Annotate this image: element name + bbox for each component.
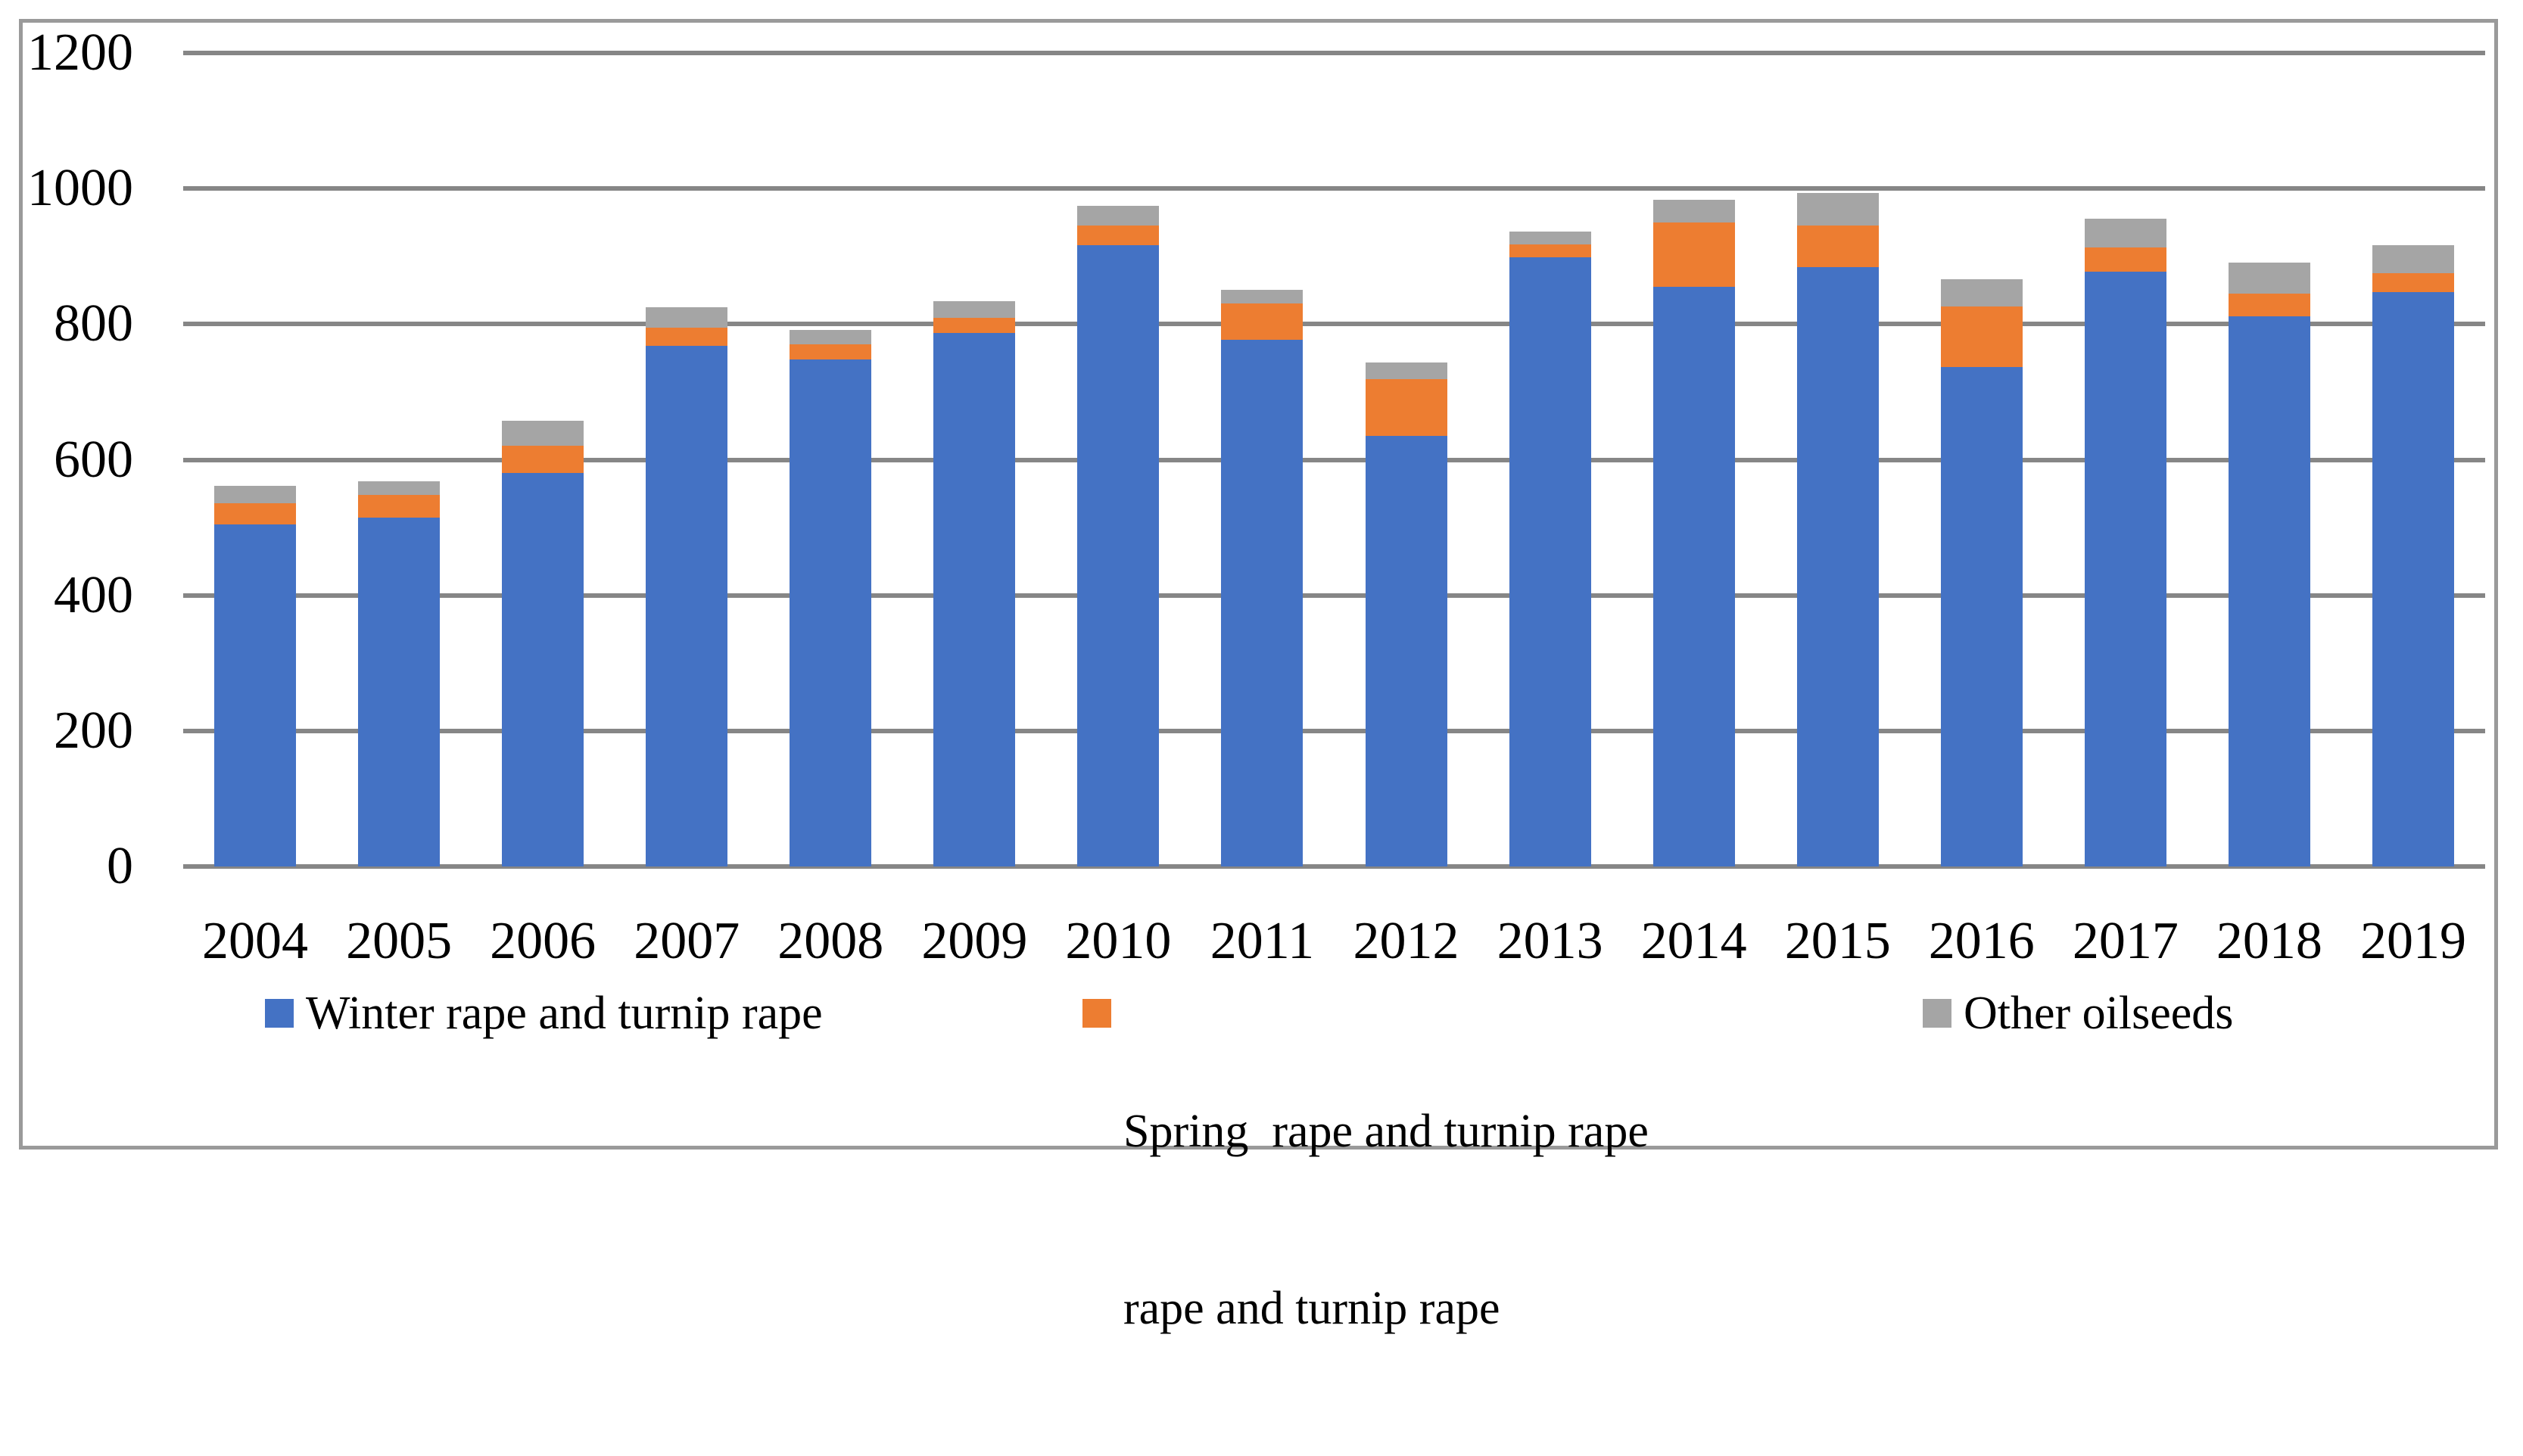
gridline-600	[183, 457, 2485, 462]
bar-segment-spring-rape-and-turnip-rape-2012	[1365, 378, 1447, 437]
bar-segment-winter-rape-and-turnip-rape-2006	[502, 473, 584, 866]
bar-segment-winter-rape-and-turnip-rape-2004	[214, 524, 297, 866]
bar-segment-other-oilseeds-2017	[2084, 219, 2166, 248]
x-tick-label: 2008	[777, 912, 884, 970]
x-tick-label: 2013	[1497, 912, 1603, 970]
x-tick-label: 2004	[202, 912, 309, 970]
bar-segment-winter-rape-and-turnip-rape-2011	[1221, 339, 1304, 866]
bar-segment-spring-rape-and-turnip-rape-2017	[2084, 247, 2166, 272]
bar-segment-winter-rape-and-turnip-rape-2012	[1365, 436, 1447, 866]
x-tick-label: 2007	[634, 912, 740, 970]
gridline-0	[183, 864, 2485, 869]
bar-segment-spring-rape-and-turnip-rape-2008	[790, 344, 872, 359]
bar-segment-winter-rape-and-turnip-rape-2007	[646, 346, 728, 866]
bar-segment-other-oilseeds-2019	[2372, 244, 2454, 274]
bar-segment-winter-rape-and-turnip-rape-2010	[1077, 244, 1160, 866]
gridline-400	[183, 593, 2485, 598]
legend-entry-winter: Winter rape and turnip rape	[265, 984, 823, 1043]
bar-segment-winter-rape-and-turnip-rape-2014	[1652, 287, 1735, 866]
bar-segment-winter-rape-and-turnip-rape-2005	[358, 517, 441, 866]
bar-segment-winter-rape-and-turnip-rape-2013	[1509, 257, 1591, 866]
gridline-200	[183, 728, 2485, 733]
y-tick-label: 0	[107, 837, 133, 895]
bar-segment-spring-rape-and-turnip-rape-2015	[1796, 225, 1879, 268]
y-tick-label: 600	[54, 430, 133, 489]
x-tick-label: 2005	[346, 912, 453, 970]
bar-segment-other-oilseeds-2016	[1940, 279, 2023, 307]
legend-label: Spring rape and turnip rape rape and tur…	[1123, 984, 1649, 1456]
x-tick-label: 2016	[1928, 912, 2035, 970]
y-tick-label: 200	[54, 701, 133, 760]
bar-segment-other-oilseeds-2014	[1652, 199, 1735, 222]
legend-marker	[1082, 999, 1111, 1028]
bar-segment-other-oilseeds-2010	[1077, 206, 1160, 226]
gridline-1000	[183, 186, 2485, 191]
bar-segment-other-oilseeds-2009	[933, 300, 1016, 319]
legend-entry-other: Other oilseeds	[1923, 984, 2233, 1043]
y-tick-label: 800	[54, 294, 133, 353]
legend-label: Other oilseeds	[1964, 988, 2234, 1039]
bar-segment-other-oilseeds-2008	[790, 329, 872, 345]
legend-marker	[265, 999, 294, 1028]
bar-segment-winter-rape-and-turnip-rape-2017	[2084, 272, 2166, 866]
legend-entry-spring: Spring rape and turnip rape rape and tur…	[1082, 984, 1649, 1456]
bar-segment-winter-rape-and-turnip-rape-2008	[790, 359, 872, 866]
bar-segment-other-oilseeds-2011	[1221, 289, 1304, 304]
bar-segment-other-oilseeds-2015	[1796, 192, 1879, 226]
bar-segment-other-oilseeds-2018	[2228, 262, 2310, 294]
legend-label-line-2: rape and turnip rape	[1123, 1283, 1500, 1334]
legend-marker	[1923, 999, 1951, 1028]
bar-segment-spring-rape-and-turnip-rape-2019	[2372, 273, 2454, 293]
bar-segment-other-oilseeds-2006	[502, 420, 584, 446]
bar-segment-spring-rape-and-turnip-rape-2013	[1509, 244, 1591, 257]
bar-segment-spring-rape-and-turnip-rape-2014	[1652, 222, 1735, 288]
bar-segment-winter-rape-and-turnip-rape-2015	[1796, 267, 1879, 866]
x-tick-label: 2011	[1210, 912, 1315, 970]
x-tick-label: 2015	[1784, 912, 1891, 970]
bar-segment-spring-rape-and-turnip-rape-2007	[646, 327, 728, 346]
bar-segment-winter-rape-and-turnip-rape-2018	[2228, 316, 2310, 866]
x-tick-label: 2009	[921, 912, 1028, 970]
bar-segment-spring-rape-and-turnip-rape-2009	[933, 318, 1016, 333]
bar-segment-other-oilseeds-2004	[214, 485, 297, 503]
gridline-1200	[183, 51, 2485, 55]
bar-segment-spring-rape-and-turnip-rape-2011	[1221, 303, 1304, 340]
bar-segment-spring-rape-and-turnip-rape-2005	[358, 495, 441, 518]
bar-segment-other-oilseeds-2007	[646, 306, 728, 328]
y-tick-label: 400	[54, 565, 133, 624]
bar-segment-spring-rape-and-turnip-rape-2006	[502, 445, 584, 474]
bar-segment-other-oilseeds-2005	[358, 481, 441, 496]
x-tick-label: 2014	[1640, 912, 1747, 970]
bar-segment-other-oilseeds-2012	[1365, 362, 1447, 379]
bar-segment-winter-rape-and-turnip-rape-2009	[933, 332, 1016, 866]
bar-segment-spring-rape-and-turnip-rape-2004	[214, 502, 297, 524]
x-tick-label: 2018	[2216, 912, 2322, 970]
bar-segment-spring-rape-and-turnip-rape-2010	[1077, 226, 1160, 245]
bar-segment-spring-rape-and-turnip-rape-2016	[1940, 306, 2023, 367]
bar-segment-other-oilseeds-2013	[1509, 231, 1591, 244]
y-tick-label: 1200	[27, 23, 133, 82]
x-tick-label: 2006	[490, 912, 596, 970]
x-tick-label: 2017	[2072, 912, 2179, 970]
x-tick-label: 2019	[2359, 912, 2466, 970]
bar-segment-spring-rape-and-turnip-rape-2018	[2228, 294, 2310, 316]
gridline-800	[183, 322, 2485, 327]
legend-label: Winter rape and turnip rape	[306, 988, 823, 1039]
x-tick-label: 2010	[1065, 912, 1172, 970]
bar-segment-winter-rape-and-turnip-rape-2016	[1940, 366, 2023, 866]
x-tick-label: 2012	[1353, 912, 1459, 970]
legend-label-line-1: Spring rape and turnip rape	[1123, 1106, 1649, 1157]
bar-segment-winter-rape-and-turnip-rape-2019	[2372, 292, 2454, 866]
y-tick-label: 1000	[27, 159, 133, 218]
